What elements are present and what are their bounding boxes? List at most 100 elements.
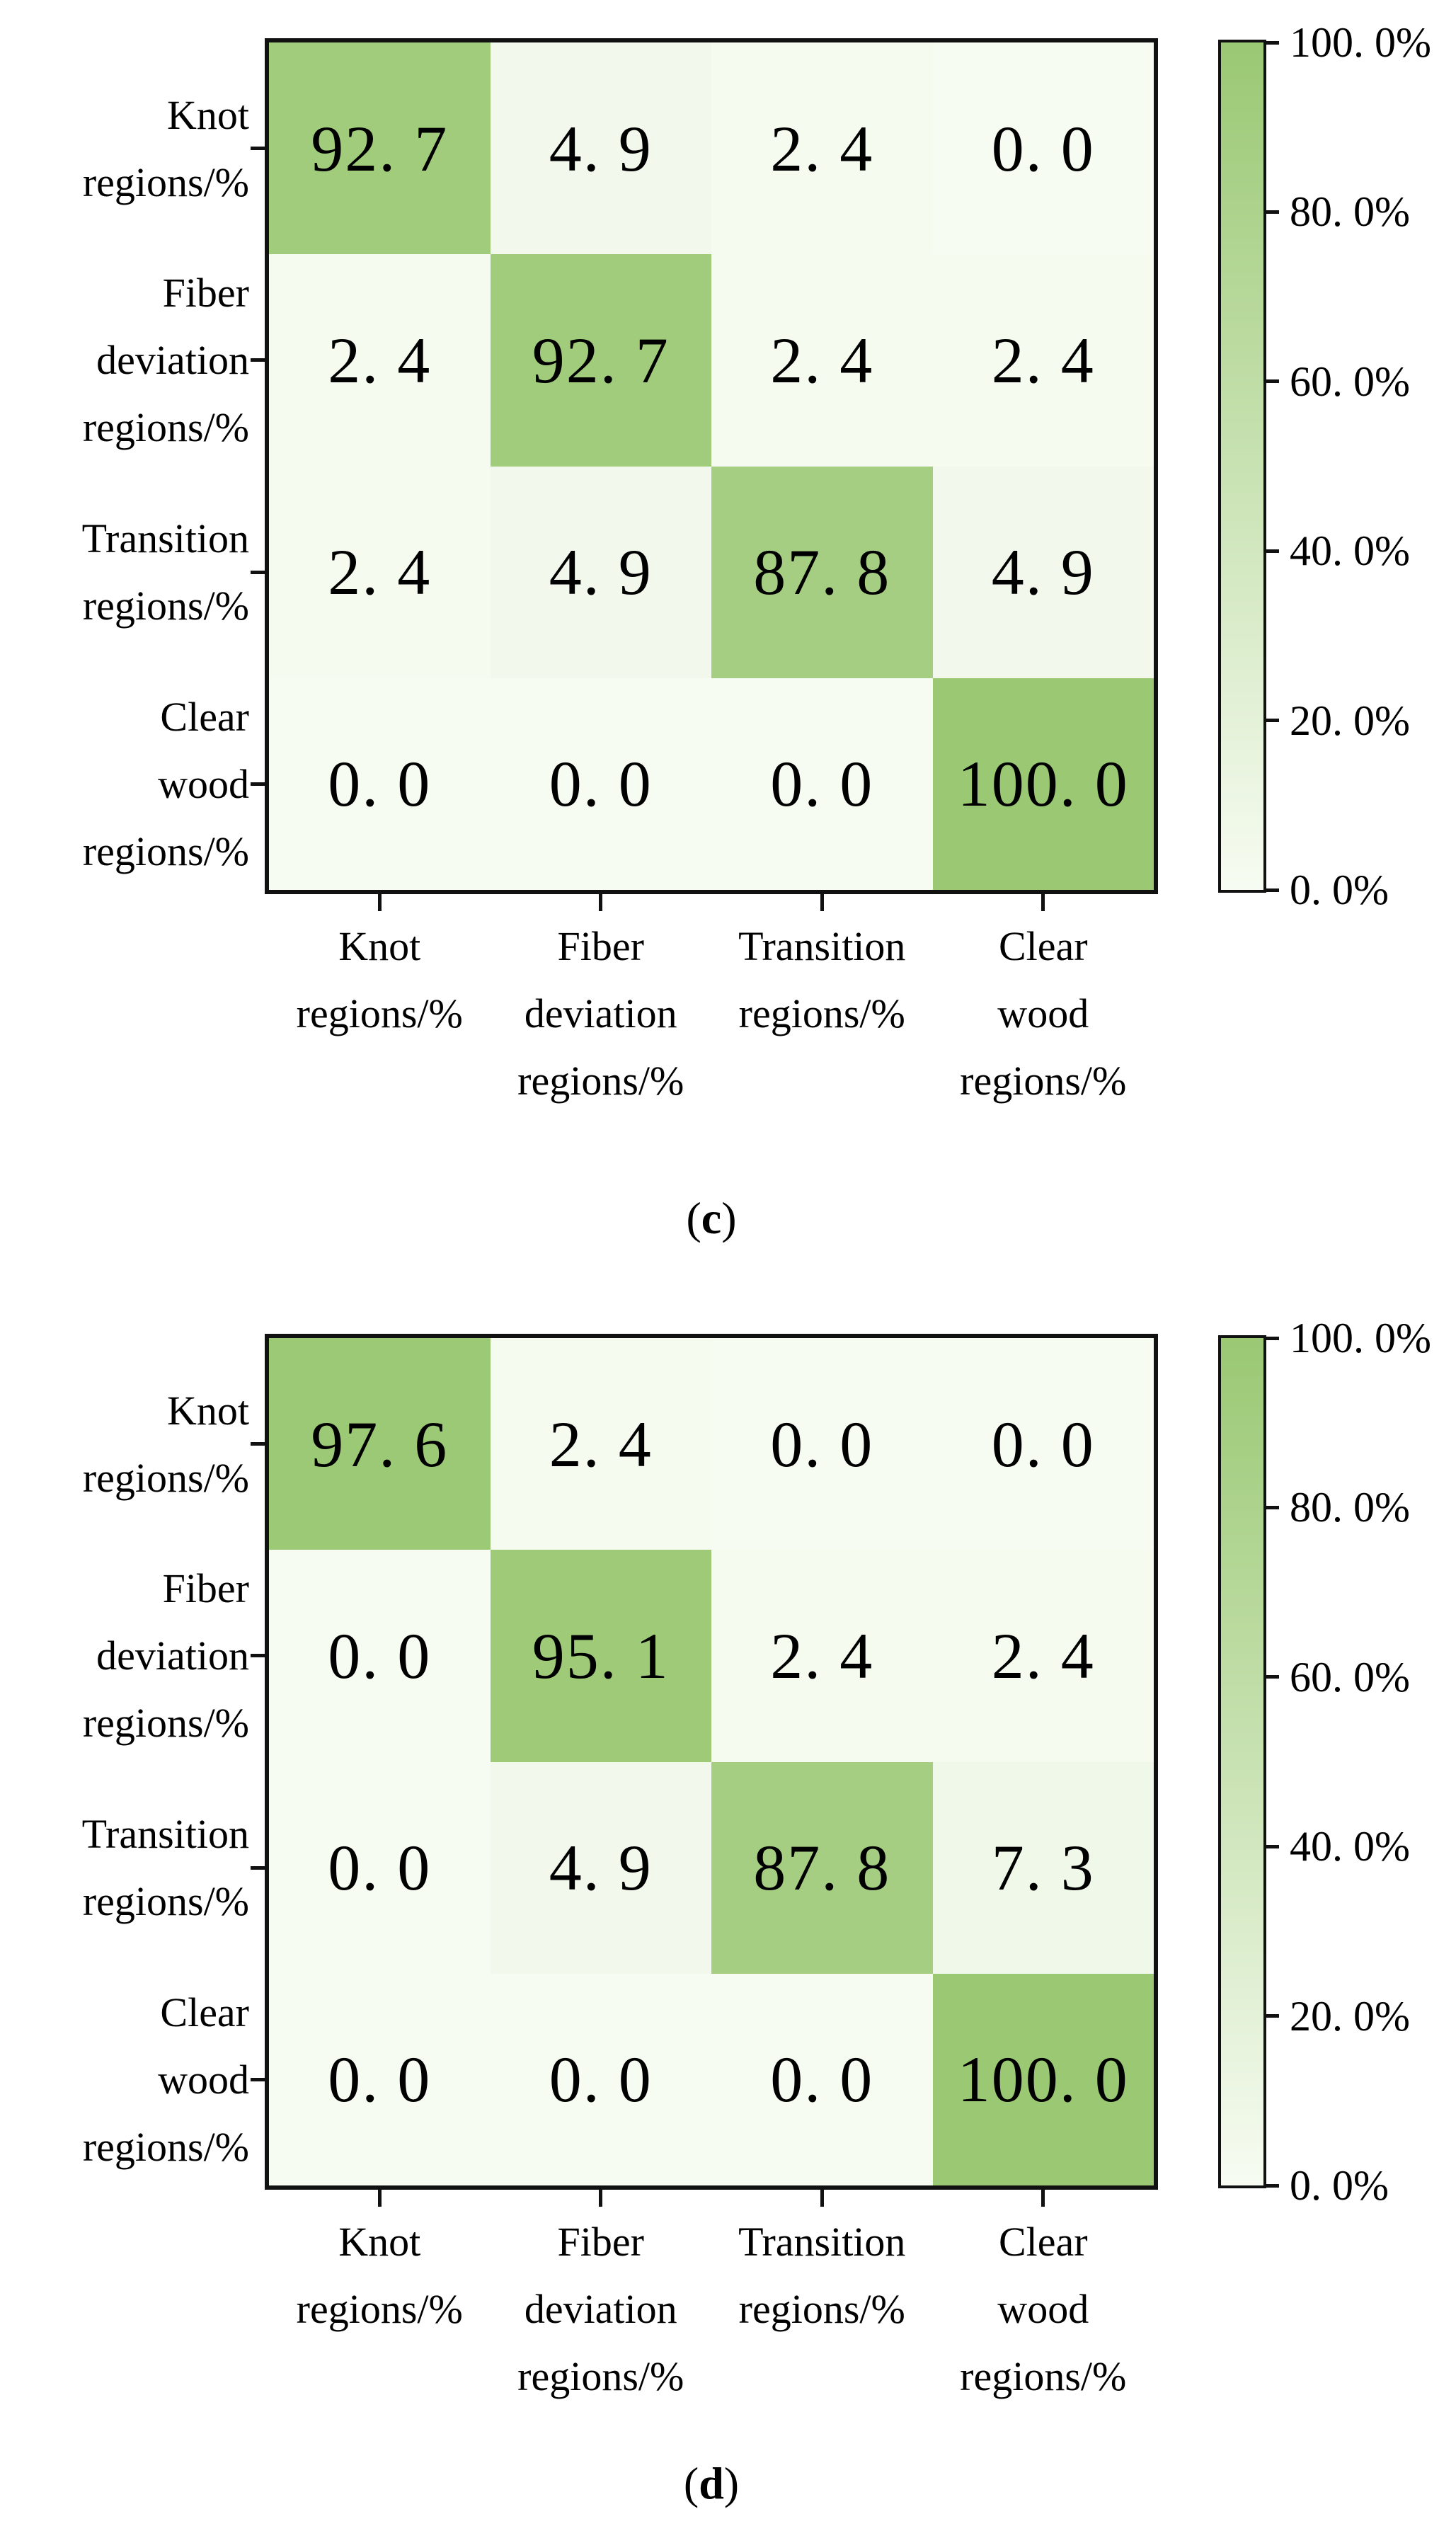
cell-value: 0. 0 [770,2043,874,2116]
cell-value: 2. 4 [770,1619,874,1692]
colorbar-tick [1263,1336,1279,1340]
y-axis-tick [251,2077,269,2081]
x-axis-label: Transition regions/% [738,2208,905,2343]
x-axis-label: Clear wood regions/% [960,2208,1126,2410]
cell-r2c2: 87. 8 [711,466,933,678]
colorbar-tick-label: 0. 0% [1290,867,1389,913]
y-axis-tick [251,1654,269,1658]
y-axis-tick [251,1865,269,1870]
cell-value: 4. 9 [991,536,1095,609]
cell-value: 87. 8 [753,536,891,609]
y-axis-label-line: deviation [96,1633,249,1679]
colorbar-tick [1263,2014,1279,2018]
x-axis-label-line: Transition [738,923,906,969]
cell-value: 97. 6 [311,1407,449,1480]
colorbar-tick [1263,888,1279,892]
x-axis-label-line: wood [997,990,1089,1036]
cell-r3c2: 0. 0 [711,1973,933,2185]
y-axis-label: Transition regions/% [0,1762,249,1974]
x-axis-tick [1041,894,1045,911]
cell-r3c2: 0. 0 [711,678,933,890]
x-axis-label-line: regions/% [296,990,463,1036]
x-axis-label-line: regions/% [960,1058,1127,1104]
cell-value: 92. 7 [311,112,449,185]
colorbar-tick-label: 40. 0% [1290,527,1410,575]
x-axis-label: Fiber deviation regions/% [517,913,684,1114]
colorbar-tick [1263,1844,1279,1848]
x-axis-label-line: Knot [338,2219,421,2265]
cell-value: 0. 0 [549,748,653,821]
cell-value: 0. 0 [549,2043,653,2116]
cell-r1c3: 2. 4 [932,1550,1154,1762]
colorbar-tick [1263,1505,1279,1509]
cell-value: 0. 0 [328,2043,432,2116]
cell-value: 100. 0 [957,2043,1129,2116]
cell-r3c1: 0. 0 [490,678,711,890]
cell-value: 0. 0 [770,1407,874,1480]
cell-value: 4. 9 [549,112,653,185]
cell-value: 0. 0 [328,748,432,821]
colorbar-tick-label: 40. 0% [1290,1823,1410,1870]
cell-value: 2. 4 [328,324,432,396]
cell-r0c0: 97. 6 [269,1338,491,1550]
colorbar-tick [1263,379,1279,384]
y-axis-label-line: regions/% [82,2123,249,2170]
subfigure-caption: (d) [684,2459,739,2508]
cell-value: 0. 0 [991,112,1095,185]
cell-r2c0: 2. 4 [269,466,491,678]
cell-r3c3: 100. 0 [932,678,1154,890]
cell-value: 0. 0 [328,1831,432,1904]
x-axis-label-line: deviation [524,990,677,1036]
y-axis-label-line: Fiber [162,1565,249,1612]
colorbar-tick [1263,210,1279,214]
cell-r1c3: 2. 4 [932,254,1154,467]
colorbar-gradient [1221,42,1263,890]
colorbar-tick-label: 20. 0% [1290,1992,1410,2040]
x-axis-label: Clear wood regions/% [960,913,1126,1114]
x-axis-label-line: regions/% [738,990,905,1036]
cell-r2c2: 87. 8 [711,1761,933,1974]
colorbar-tick-label: 60. 0% [1290,358,1410,405]
colorbar-tick [1263,1675,1279,1679]
x-axis-label-line: regions/% [517,2353,684,2399]
x-axis-tick [377,894,382,911]
colorbar-gradient [1221,1338,1263,2185]
colorbar-tick-label: 100. 0% [1290,1315,1431,1361]
cell-value: 87. 8 [753,1831,891,1904]
x-axis-label-line: wood [997,2286,1089,2332]
x-axis-tick [599,2190,603,2207]
y-axis-label-line: regions/% [82,828,249,874]
cell-value: 4. 9 [549,536,653,609]
cell-value: 92. 7 [532,324,670,396]
cell-r1c1: 95. 1 [490,1550,711,1762]
cell-r2c1: 4. 9 [490,466,711,678]
cell-r1c1: 92. 7 [490,254,711,467]
colorbar-tick-label: 80. 0% [1290,1484,1410,1531]
x-axis-label-line: deviation [524,2286,677,2332]
cell-value: 2. 4 [991,1619,1095,1692]
caption-paren-close: ) [723,2458,740,2508]
colorbar-tick [1263,719,1279,723]
y-axis-tick [251,570,269,574]
y-axis-tick [251,1442,269,1446]
y-axis-label: Clear wood regions/% [0,1974,249,2185]
cell-r0c1: 2. 4 [490,1338,711,1550]
cell-value: 0. 0 [770,748,874,821]
y-axis-tick [251,358,269,362]
y-axis-label-line: regions/% [82,404,249,451]
cell-r3c0: 0. 0 [269,678,491,890]
y-axis-label-line: regions/% [82,1454,249,1501]
y-axis-label-line: wood [158,2056,249,2103]
cell-value: 2. 4 [770,324,874,396]
x-axis-label-line: Clear [998,923,1088,969]
y-axis-label: Knot regions/% [0,1338,249,1550]
cell-value: 0. 0 [991,1407,1095,1480]
cell-value: 2. 4 [549,1407,653,1480]
y-axis-label-line: Knot [167,91,249,138]
cell-value: 2. 4 [991,324,1095,396]
y-axis-label-line: Clear [160,1989,249,2035]
cell-value: 2. 4 [770,112,874,185]
colorbar [1218,40,1266,893]
y-axis-label-line: Clear [160,693,249,740]
